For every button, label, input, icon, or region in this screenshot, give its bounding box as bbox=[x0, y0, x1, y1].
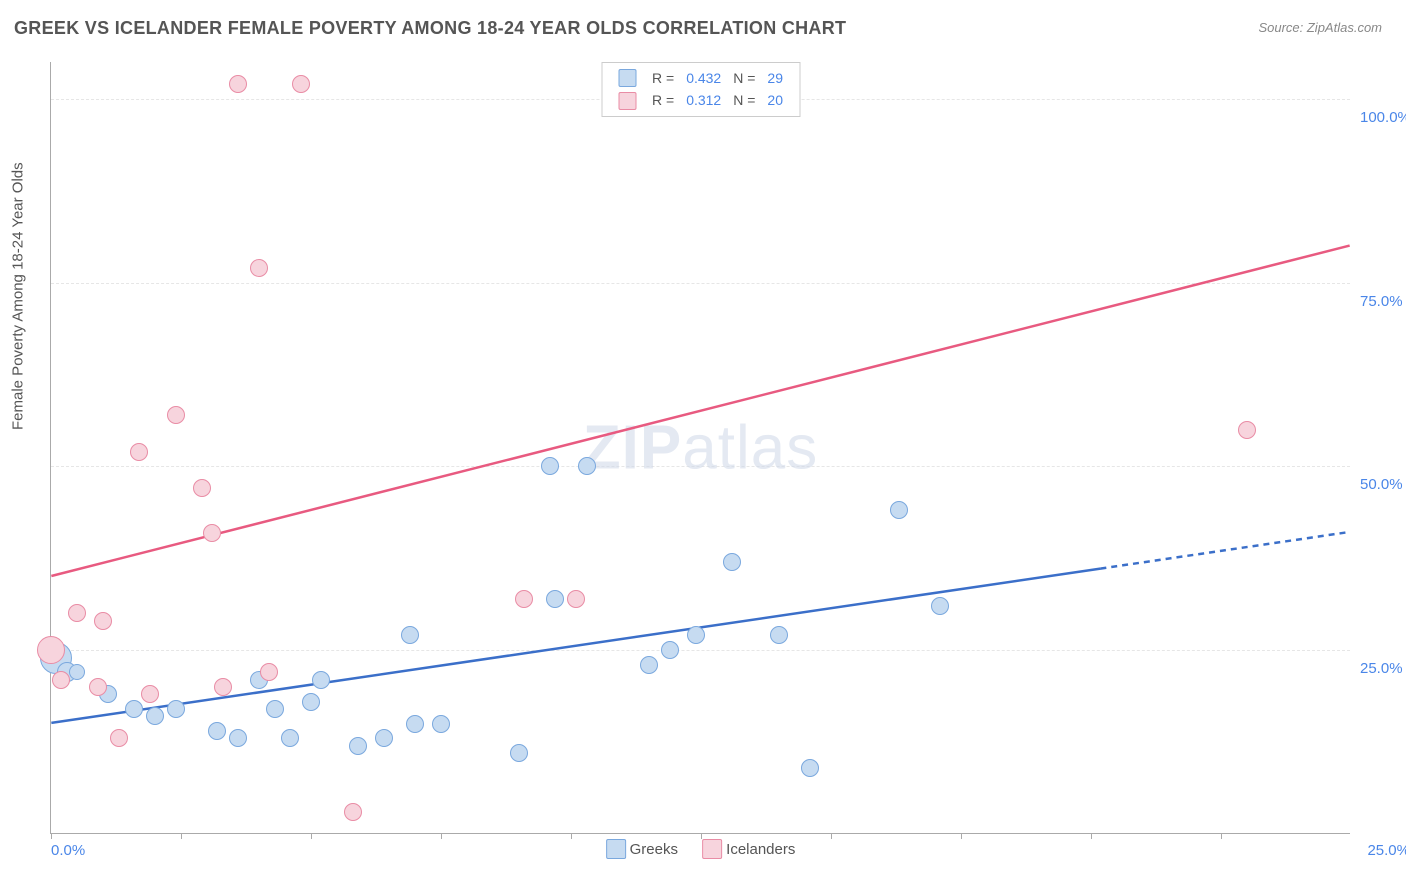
legend-item-greeks: Greeks bbox=[606, 839, 678, 859]
data-point-icelanders bbox=[52, 671, 70, 689]
data-point-greeks bbox=[510, 744, 528, 762]
data-point-greeks bbox=[541, 457, 559, 475]
data-point-greeks bbox=[208, 722, 226, 740]
data-point-icelanders bbox=[214, 678, 232, 696]
data-point-greeks bbox=[640, 656, 658, 674]
data-point-icelanders bbox=[260, 663, 278, 681]
x-tick bbox=[961, 833, 962, 839]
data-point-icelanders bbox=[193, 479, 211, 497]
data-point-greeks bbox=[578, 457, 596, 475]
x-tick-label: 0.0% bbox=[51, 842, 85, 859]
stats-row-icelanders: R = 0.312 N = 20 bbox=[612, 89, 789, 111]
chart-title: GREEK VS ICELANDER FEMALE POVERTY AMONG … bbox=[14, 18, 846, 39]
x-tick bbox=[441, 833, 442, 839]
data-point-greeks bbox=[266, 700, 284, 718]
x-tick bbox=[701, 833, 702, 839]
data-point-icelanders bbox=[229, 75, 247, 93]
data-point-greeks bbox=[801, 759, 819, 777]
data-point-greeks bbox=[229, 729, 247, 747]
swatch-greeks bbox=[618, 69, 636, 87]
data-point-icelanders bbox=[344, 803, 362, 821]
data-point-icelanders bbox=[1238, 421, 1256, 439]
x-tick bbox=[181, 833, 182, 839]
y-tick-label: 100.0% bbox=[1360, 109, 1406, 126]
y-tick-label: 25.0% bbox=[1360, 660, 1406, 677]
swatch-greeks bbox=[606, 839, 626, 859]
data-point-icelanders bbox=[110, 729, 128, 747]
data-point-greeks bbox=[281, 729, 299, 747]
data-point-icelanders bbox=[68, 604, 86, 622]
chart-container: GREEK VS ICELANDER FEMALE POVERTY AMONG … bbox=[0, 0, 1406, 892]
data-point-icelanders bbox=[167, 406, 185, 424]
trend-line-icelanders bbox=[51, 246, 1349, 576]
data-point-icelanders bbox=[292, 75, 310, 93]
swatch-icelanders bbox=[702, 839, 722, 859]
plot-area: ZIPatlas R = 0.432 N = 29 R = 0.312 N = … bbox=[50, 62, 1350, 834]
data-point-greeks bbox=[890, 501, 908, 519]
data-point-greeks bbox=[375, 729, 393, 747]
data-point-icelanders bbox=[250, 259, 268, 277]
data-point-icelanders bbox=[567, 590, 585, 608]
data-point-icelanders bbox=[515, 590, 533, 608]
x-tick bbox=[311, 833, 312, 839]
source-attribution: Source: ZipAtlas.com bbox=[1258, 20, 1382, 35]
x-tick-label: 25.0% bbox=[1367, 842, 1406, 859]
trend-lines-layer bbox=[51, 62, 1350, 833]
data-point-greeks bbox=[723, 553, 741, 571]
y-axis-label: Female Poverty Among 18-24 Year Olds bbox=[10, 162, 27, 430]
data-point-icelanders bbox=[94, 612, 112, 630]
y-tick-label: 50.0% bbox=[1360, 476, 1406, 493]
x-tick bbox=[1221, 833, 1222, 839]
bottom-legend: Greeks Icelanders bbox=[596, 839, 806, 863]
data-point-greeks bbox=[661, 641, 679, 659]
data-point-greeks bbox=[167, 700, 185, 718]
data-point-icelanders bbox=[141, 685, 159, 703]
data-point-icelanders bbox=[130, 443, 148, 461]
data-point-greeks bbox=[146, 707, 164, 725]
data-point-greeks bbox=[125, 700, 143, 718]
legend-item-icelanders: Icelanders bbox=[702, 839, 795, 859]
data-point-greeks bbox=[302, 693, 320, 711]
x-tick bbox=[571, 833, 572, 839]
data-point-greeks bbox=[401, 626, 419, 644]
trend-line-greeks-dashed bbox=[1100, 532, 1349, 569]
data-point-greeks bbox=[406, 715, 424, 733]
x-tick bbox=[51, 833, 52, 839]
stats-legend: R = 0.432 N = 29 R = 0.312 N = 20 bbox=[601, 62, 800, 117]
swatch-icelanders bbox=[618, 92, 636, 110]
data-point-icelanders bbox=[37, 636, 65, 664]
data-point-greeks bbox=[349, 737, 367, 755]
y-tick-label: 75.0% bbox=[1360, 293, 1406, 310]
data-point-greeks bbox=[770, 626, 788, 644]
data-point-greeks bbox=[546, 590, 564, 608]
data-point-icelanders bbox=[203, 524, 221, 542]
data-point-greeks bbox=[432, 715, 450, 733]
x-tick bbox=[1091, 833, 1092, 839]
stats-row-greeks: R = 0.432 N = 29 bbox=[612, 67, 789, 89]
x-tick bbox=[831, 833, 832, 839]
data-point-greeks bbox=[312, 671, 330, 689]
legend-label: Icelanders bbox=[726, 841, 795, 858]
data-point-greeks bbox=[69, 664, 85, 680]
data-point-greeks bbox=[687, 626, 705, 644]
legend-label: Greeks bbox=[630, 841, 678, 858]
data-point-greeks bbox=[931, 597, 949, 615]
data-point-icelanders bbox=[89, 678, 107, 696]
